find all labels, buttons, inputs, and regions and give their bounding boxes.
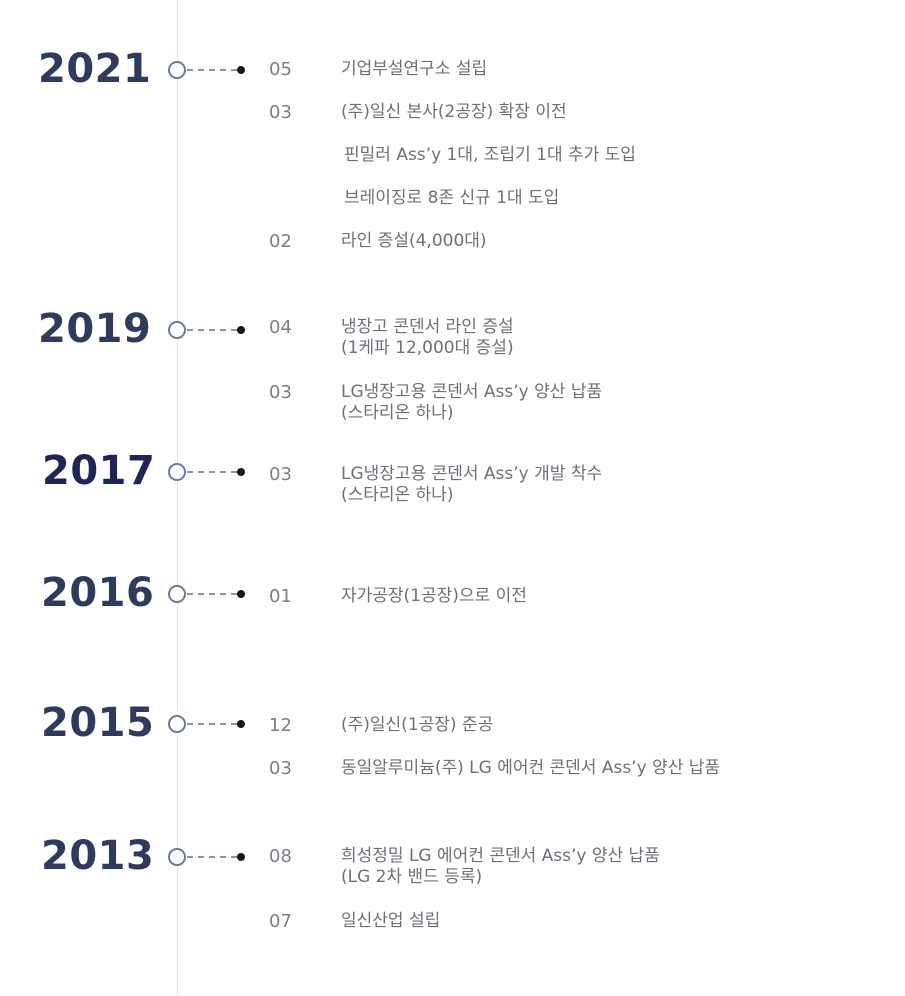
timeline-dot-marker [237, 720, 245, 728]
year-label: 2013 [41, 833, 155, 879]
timeline-connector [168, 848, 248, 866]
entry-text: 브레이징로 8존 신규 1대 도입 [344, 188, 560, 208]
entry-month: 01 [269, 586, 292, 607]
timeline-dot-marker [237, 590, 245, 598]
entry-text: 희성정밀 LG 에어컨 콘덴서 Ass’y 양산 납품 [341, 846, 660, 866]
year-label: 2017 [42, 448, 156, 494]
entry-month: 03 [269, 464, 292, 485]
timeline-dashed-connector [187, 723, 237, 725]
timeline-connector [168, 321, 248, 339]
timeline-ring-marker [168, 848, 186, 866]
timeline-dot-marker [237, 66, 245, 74]
entry-text: 핀밀러 Ass’y 1대, 조립기 1대 추가 도입 [344, 145, 636, 165]
timeline-ring-marker [168, 463, 186, 481]
timeline-vertical-line [177, 0, 178, 996]
entry-month: 04 [269, 317, 292, 338]
timeline-dashed-connector [187, 69, 237, 71]
entry-month: 03 [269, 102, 292, 123]
entry-month: 03 [269, 382, 292, 403]
timeline-dot-marker [237, 326, 245, 334]
timeline-connector [168, 715, 248, 733]
entry-month: 12 [269, 715, 292, 736]
timeline-ring-marker [168, 715, 186, 733]
entry-month: 07 [269, 911, 292, 932]
timeline-dashed-connector [187, 329, 237, 331]
entry-text: (LG 2차 밴드 등록) [341, 867, 483, 887]
entry-text: (1케파 12,000대 증설) [341, 338, 514, 358]
entry-text: (주)일신(1공장) 준공 [341, 715, 494, 735]
year-label: 2016 [41, 570, 155, 616]
entry-text: 라인 증설(4,000대) [341, 231, 487, 251]
timeline-dot-marker [237, 853, 245, 861]
entry-text: 일신산업 설립 [341, 911, 441, 931]
entry-month: 08 [269, 846, 292, 867]
entry-month: 05 [269, 59, 292, 80]
timeline-dot-marker [237, 468, 245, 476]
entry-text: (스타리온 하나) [341, 403, 454, 423]
entry-text: 자가공장(1공장)으로 이전 [341, 586, 527, 606]
year-label: 2021 [38, 46, 152, 92]
entry-month: 02 [269, 231, 292, 252]
timeline-dashed-connector [187, 856, 237, 858]
entry-month: 03 [269, 758, 292, 779]
timeline-dashed-connector [187, 593, 237, 595]
entry-text: 동일알루미늄(주) LG 에어컨 콘덴서 Ass’y 양산 납품 [341, 758, 721, 778]
timeline-ring-marker [168, 61, 186, 79]
timeline-ring-marker [168, 585, 186, 603]
timeline-ring-marker [168, 321, 186, 339]
entry-text: 냉장고 콘덴서 라인 증설 [341, 317, 514, 337]
entry-text: (스타리온 하나) [341, 485, 454, 505]
entry-text: LG냉장고용 콘덴서 Ass’y 개발 착수 [341, 464, 603, 484]
entry-text: 기업부설연구소 설립 [341, 59, 488, 79]
timeline-connector [168, 463, 248, 481]
year-label: 2015 [41, 700, 155, 746]
year-label: 2019 [38, 306, 152, 352]
timeline-dashed-connector [187, 471, 237, 473]
timeline-connector [168, 585, 248, 603]
timeline-connector [168, 61, 248, 79]
entry-text: (주)일신 본사(2공장) 확장 이전 [341, 102, 567, 122]
entry-text: LG냉장고용 콘덴서 Ass’y 양산 납품 [341, 382, 603, 402]
